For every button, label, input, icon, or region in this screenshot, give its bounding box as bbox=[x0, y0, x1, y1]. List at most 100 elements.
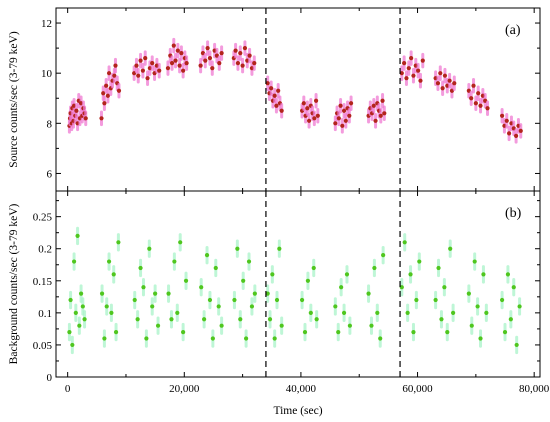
data-point bbox=[315, 113, 320, 118]
data-point bbox=[67, 330, 72, 335]
data-point bbox=[177, 63, 182, 68]
data-point bbox=[399, 71, 404, 76]
data-point bbox=[265, 291, 270, 296]
data-point bbox=[348, 101, 354, 106]
data-point bbox=[252, 61, 257, 66]
y-axis-label-source: Source counts/sec (3-79 keV) bbox=[8, 31, 20, 168]
data-point bbox=[75, 233, 80, 238]
data-point bbox=[68, 297, 73, 303]
data-point bbox=[134, 63, 139, 68]
data-point bbox=[244, 336, 249, 341]
data-point bbox=[111, 272, 116, 277]
data-point bbox=[238, 51, 243, 56]
data-point bbox=[274, 103, 279, 108]
data-point bbox=[499, 297, 505, 303]
data-point bbox=[411, 330, 416, 335]
data-point bbox=[132, 297, 137, 303]
data-point bbox=[233, 48, 238, 53]
data-point bbox=[339, 285, 344, 290]
data-point bbox=[77, 323, 82, 328]
panel-source-counts: 6 8 10 12 (a) Source counts/sec (3-79 keV) bbox=[8, 7, 541, 192]
data-point bbox=[113, 330, 119, 335]
data-point bbox=[406, 66, 411, 71]
x-axis-label: Time (sec) bbox=[273, 405, 322, 417]
data-point bbox=[473, 101, 478, 106]
data-point bbox=[305, 106, 310, 111]
data-point bbox=[235, 246, 240, 251]
data-point bbox=[169, 61, 175, 66]
data-point bbox=[445, 330, 450, 335]
data-point bbox=[336, 116, 341, 121]
data-point bbox=[466, 291, 471, 296]
data-point bbox=[232, 297, 237, 303]
data-point bbox=[435, 81, 441, 86]
data-point bbox=[272, 93, 277, 98]
data-point bbox=[249, 304, 255, 309]
data-point bbox=[311, 265, 316, 271]
data-point bbox=[276, 88, 281, 93]
data-point bbox=[333, 121, 338, 126]
data-point bbox=[198, 63, 203, 68]
y-tick-label: 6 bbox=[47, 168, 53, 180]
y-tick-label: 0.2 bbox=[38, 244, 52, 256]
data-point bbox=[399, 285, 404, 290]
x-tick-label: 80,000 bbox=[519, 383, 550, 395]
data-point bbox=[246, 259, 252, 264]
data-point bbox=[274, 297, 280, 303]
data-point bbox=[476, 91, 481, 96]
y-tick-label: 0.15 bbox=[33, 276, 53, 288]
data-point bbox=[145, 76, 150, 81]
x-tick-label: 40,000 bbox=[286, 383, 317, 395]
data-point bbox=[506, 131, 512, 136]
data-point bbox=[270, 272, 275, 277]
data-point bbox=[277, 246, 282, 251]
data-point bbox=[241, 278, 246, 283]
data-point bbox=[113, 63, 118, 68]
data-point bbox=[102, 101, 107, 106]
data-point bbox=[70, 342, 75, 348]
data-point bbox=[78, 291, 84, 296]
data-point bbox=[439, 317, 444, 322]
data-point bbox=[484, 310, 489, 315]
data-point bbox=[340, 123, 345, 128]
panel-label-a: (a) bbox=[505, 23, 521, 38]
data-point bbox=[144, 336, 149, 341]
data-point bbox=[279, 108, 284, 113]
data-point bbox=[414, 297, 419, 303]
data-point bbox=[433, 297, 438, 303]
data-point bbox=[175, 310, 180, 315]
data-point bbox=[373, 118, 378, 123]
data-point bbox=[203, 58, 208, 63]
data-point bbox=[508, 317, 513, 322]
y-tick-label: 0.05 bbox=[33, 340, 53, 352]
data-point bbox=[210, 66, 215, 71]
data-point bbox=[205, 46, 210, 51]
data-point bbox=[452, 81, 457, 86]
data-point bbox=[338, 103, 343, 108]
data-point bbox=[135, 317, 140, 322]
data-point bbox=[217, 61, 222, 66]
data-point bbox=[347, 323, 352, 328]
data-point bbox=[517, 304, 522, 309]
data-point bbox=[471, 83, 476, 88]
data-point bbox=[104, 83, 109, 88]
data-point bbox=[504, 118, 509, 123]
data-point bbox=[378, 336, 383, 341]
data-point bbox=[136, 73, 141, 78]
y-axis-label-background: Background counts/sec (3-79 keV) bbox=[8, 204, 20, 365]
data-point bbox=[171, 43, 176, 48]
data-point bbox=[183, 278, 189, 283]
data-point bbox=[372, 265, 377, 271]
data-point bbox=[478, 336, 483, 341]
data-point bbox=[312, 116, 317, 121]
data-point bbox=[505, 272, 511, 277]
x-tick-label: 60,000 bbox=[402, 383, 433, 395]
data-point bbox=[101, 91, 106, 96]
data-point bbox=[305, 278, 311, 283]
data-point bbox=[511, 285, 516, 290]
data-point bbox=[155, 323, 161, 328]
data-point bbox=[175, 48, 180, 53]
data-point bbox=[184, 61, 189, 66]
data-point bbox=[166, 291, 171, 296]
